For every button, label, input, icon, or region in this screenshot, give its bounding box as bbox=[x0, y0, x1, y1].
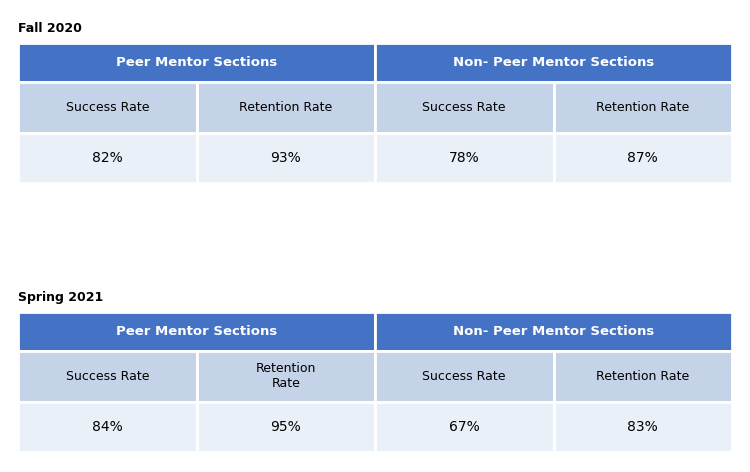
FancyBboxPatch shape bbox=[375, 351, 554, 402]
FancyBboxPatch shape bbox=[18, 402, 196, 452]
Text: Retention Rate: Retention Rate bbox=[596, 370, 689, 383]
Text: 78%: 78% bbox=[448, 151, 480, 165]
Text: 83%: 83% bbox=[627, 420, 658, 434]
Text: 95%: 95% bbox=[270, 420, 301, 434]
FancyBboxPatch shape bbox=[18, 312, 375, 351]
FancyBboxPatch shape bbox=[554, 133, 732, 183]
Text: Retention
Rate: Retention Rate bbox=[256, 362, 316, 390]
FancyBboxPatch shape bbox=[375, 402, 554, 452]
FancyBboxPatch shape bbox=[18, 133, 196, 183]
Text: Non- Peer Mentor Sections: Non- Peer Mentor Sections bbox=[453, 56, 654, 69]
FancyBboxPatch shape bbox=[375, 133, 554, 183]
FancyBboxPatch shape bbox=[375, 43, 732, 82]
Text: Fall 2020: Fall 2020 bbox=[18, 22, 82, 35]
FancyBboxPatch shape bbox=[18, 351, 196, 402]
Text: Retention Rate: Retention Rate bbox=[239, 101, 332, 114]
FancyBboxPatch shape bbox=[196, 82, 375, 133]
Text: Peer Mentor Sections: Peer Mentor Sections bbox=[116, 56, 278, 69]
FancyBboxPatch shape bbox=[554, 351, 732, 402]
FancyBboxPatch shape bbox=[554, 402, 732, 452]
FancyBboxPatch shape bbox=[375, 82, 554, 133]
Text: 67%: 67% bbox=[448, 420, 480, 434]
Text: Success Rate: Success Rate bbox=[422, 101, 506, 114]
Text: 93%: 93% bbox=[270, 151, 301, 165]
Text: Peer Mentor Sections: Peer Mentor Sections bbox=[116, 325, 278, 338]
FancyBboxPatch shape bbox=[196, 402, 375, 452]
Text: 82%: 82% bbox=[92, 151, 123, 165]
FancyBboxPatch shape bbox=[18, 43, 375, 82]
Text: Success Rate: Success Rate bbox=[65, 101, 149, 114]
Text: Success Rate: Success Rate bbox=[65, 370, 149, 383]
Text: Retention Rate: Retention Rate bbox=[596, 101, 689, 114]
Text: Non- Peer Mentor Sections: Non- Peer Mentor Sections bbox=[453, 325, 654, 338]
FancyBboxPatch shape bbox=[196, 133, 375, 183]
FancyBboxPatch shape bbox=[196, 351, 375, 402]
Text: 84%: 84% bbox=[92, 420, 123, 434]
FancyBboxPatch shape bbox=[375, 312, 732, 351]
Text: 87%: 87% bbox=[627, 151, 658, 165]
Text: Success Rate: Success Rate bbox=[422, 370, 506, 383]
FancyBboxPatch shape bbox=[18, 82, 196, 133]
Text: Spring 2021: Spring 2021 bbox=[18, 291, 104, 304]
FancyBboxPatch shape bbox=[554, 82, 732, 133]
